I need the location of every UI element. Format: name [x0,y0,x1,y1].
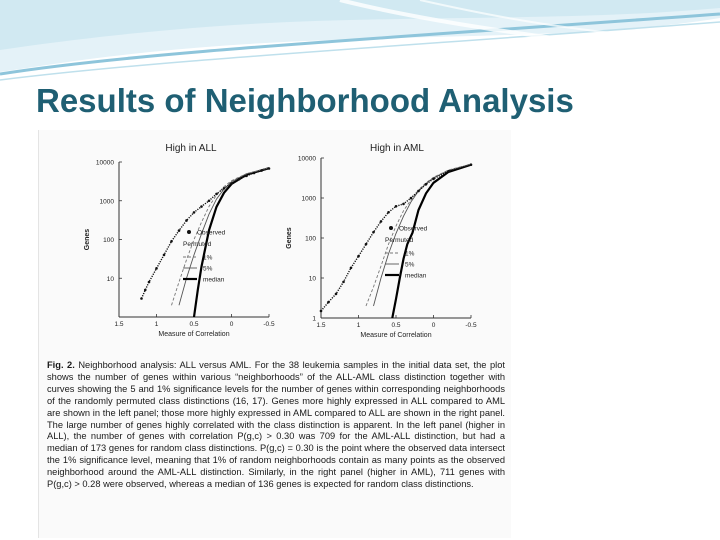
observed-point [200,205,203,208]
observed-point [267,167,271,170]
legend-observed-label: Observed [197,230,226,237]
observed-point [469,163,473,166]
observed-point [319,309,323,313]
observed-point [143,288,147,292]
legend-permuted-title: Permuted [385,237,414,244]
caption-label: Fig. 2. [47,360,75,370]
legend-observed-marker [389,226,393,230]
legend-median-label: median [405,273,427,280]
observed-point [432,177,435,181]
observed-point [185,219,188,222]
observed-point [222,186,226,190]
y-axis-label: Genes [84,229,91,251]
y-tick-label: 10000 [298,156,316,163]
observed-point [342,280,345,284]
observed-point [252,171,256,175]
x-axis-label: Measure of Correlation [360,332,431,339]
caption-text: Neighborhood analysis: ALL versus AML. F… [47,360,505,490]
legend-p5-label: 5% [405,262,415,269]
observed-point [170,239,173,243]
observed-point [147,280,151,284]
observed-point [230,182,233,185]
legend-median-label: median [203,277,225,284]
slide-title: Results of Neighborhood Analysis [36,82,574,119]
legend-p1-label: 1% [203,255,213,262]
observed-point [260,169,263,172]
x-tick-label: -0.5 [263,321,275,328]
observed-point [379,220,383,223]
legend-p1-label: 1% [405,251,415,258]
chart-high-in-all: High in ALL 10 100 1000 10000 1.5 1 0.5 0 -0.5 Mea… [84,143,275,338]
series-p1-line [171,167,270,306]
series-median-line [391,163,472,319]
observed-point [387,210,390,214]
series-observed-line [320,164,472,312]
x-axis-label: Measure of Correlation [158,331,229,338]
x-tick-label: 0 [432,322,436,329]
figure-caption: Fig. 2. Neighborhood analysis: ALL versu… [47,360,505,491]
y-tick-label: 1 [312,316,316,323]
x-tick-label: 0.5 [189,321,198,328]
observed-point [349,266,353,270]
x-tick-label: -0.5 [465,322,477,329]
x-tick-label: 0 [230,321,234,328]
y-axis-label: Genes [286,227,293,249]
observed-point [424,183,428,186]
series-p1-line [365,163,472,307]
x-tick-label: 1 [357,322,361,329]
y-tick-label: 1000 [100,198,115,205]
observed-point [327,300,330,304]
x-tick-label: 1.5 [114,321,123,328]
observed-point [447,169,450,173]
y-tick-label: 100 [103,237,114,244]
x-tick-label: 0.5 [391,322,400,329]
observed-point [409,196,413,200]
chart-title: High in AML [370,143,424,154]
observed-point [237,177,241,181]
x-tick-label: 1.5 [316,322,325,329]
series-p5-line [178,167,270,306]
observed-point [155,267,158,270]
x-tick-label: 1 [155,321,159,328]
observed-point [192,211,196,214]
legend-p5-label: 5% [203,266,213,273]
y-tick-label: 10000 [96,160,114,167]
figure-panel: High in ALL 10 100 1000 10000 1.5 1 0.5 0 -0.5 Mea… [38,130,511,538]
observed-point [334,292,338,296]
observed-point [372,230,375,234]
observed-point [140,297,143,300]
y-tick-label: 1000 [302,196,317,203]
legend-permuted-title: Permuted [183,241,212,248]
observed-point [177,229,181,232]
y-tick-label: 100 [305,236,316,243]
y-tick-label: 10 [107,276,115,283]
observed-point [394,205,398,208]
observed-point [402,202,405,206]
y-tick-label: 10 [309,276,317,283]
header-banner [0,0,720,81]
observed-point [245,174,248,178]
observed-point [357,254,360,258]
chart-title: High in ALL [165,143,217,154]
legend-observed-label: Observed [399,226,428,233]
observed-point [162,253,166,257]
observed-point [364,242,368,246]
observed-point [207,199,211,203]
legend-observed-marker [187,230,191,234]
series-p5-line [373,163,472,307]
observed-point [417,189,420,193]
observed-point [215,192,218,196]
